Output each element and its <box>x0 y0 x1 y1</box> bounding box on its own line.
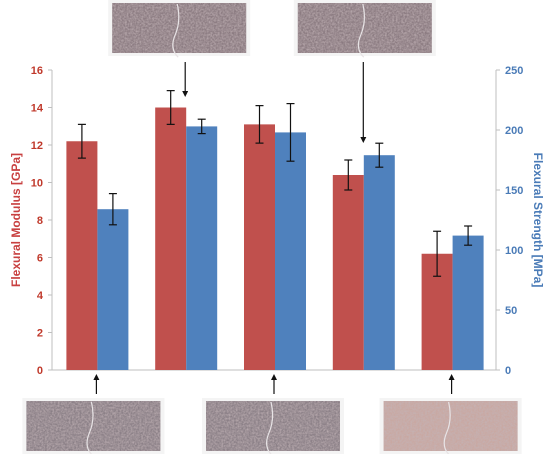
strength-bar <box>363 155 395 370</box>
left-tick-label: 0 <box>37 365 43 377</box>
left-tick-label: 6 <box>37 253 43 265</box>
specimen-photo-texture <box>112 3 247 53</box>
specimen-crack <box>443 401 451 454</box>
left-tick-label: 16 <box>31 65 43 77</box>
left-tick-label: 14 <box>31 103 44 115</box>
right-tick-label: 100 <box>505 245 523 257</box>
modulus-bar <box>155 107 187 370</box>
specimen-photo <box>22 398 165 454</box>
specimen-photo-texture <box>297 3 432 53</box>
left-tick-label: 12 <box>31 140 43 152</box>
left-tick-label: 10 <box>31 178 43 190</box>
strength-bar <box>452 235 484 370</box>
right-axis-ticks: 0 50 100 150 200 250 <box>496 65 523 377</box>
right-tick-label: 250 <box>505 65 523 77</box>
right-axis-title: Flexural Strength [MPa] <box>531 153 545 288</box>
specimen-photo-texture <box>383 401 518 451</box>
specimen-photo <box>108 0 251 58</box>
specimen-crack <box>86 401 94 454</box>
left-axis-ticks: 0 2 4 6 8 10 12 14 16 <box>31 65 52 377</box>
right-tick-label: 150 <box>505 185 523 197</box>
specimen-crack <box>172 3 180 58</box>
right-tick-label: 0 <box>505 365 511 377</box>
specimen-crack <box>266 401 274 454</box>
left-tick-label: 4 <box>37 290 44 302</box>
strength-bar <box>186 126 218 371</box>
strength-bar <box>275 132 306 370</box>
right-tick-label: 50 <box>505 305 517 317</box>
error-bars <box>77 90 473 277</box>
specimen-photo-texture <box>26 401 161 451</box>
modulus-bar <box>332 175 364 370</box>
modulus-bar <box>244 124 275 370</box>
left-axis-title: Flexural Modulus [GPa] <box>9 153 23 287</box>
left-tick-label: 8 <box>37 215 43 227</box>
specimen-crack <box>357 3 365 58</box>
right-tick-label: 200 <box>505 125 523 137</box>
specimen-images <box>22 0 522 454</box>
specimen-photo <box>202 398 344 454</box>
left-tick-label: 2 <box>37 328 43 340</box>
specimen-photo <box>379 398 522 454</box>
modulus-bar <box>66 141 98 370</box>
strength-bar <box>97 209 129 370</box>
bar-series <box>66 107 484 371</box>
specimen-photo-texture <box>206 401 340 451</box>
specimen-photo <box>293 0 436 58</box>
